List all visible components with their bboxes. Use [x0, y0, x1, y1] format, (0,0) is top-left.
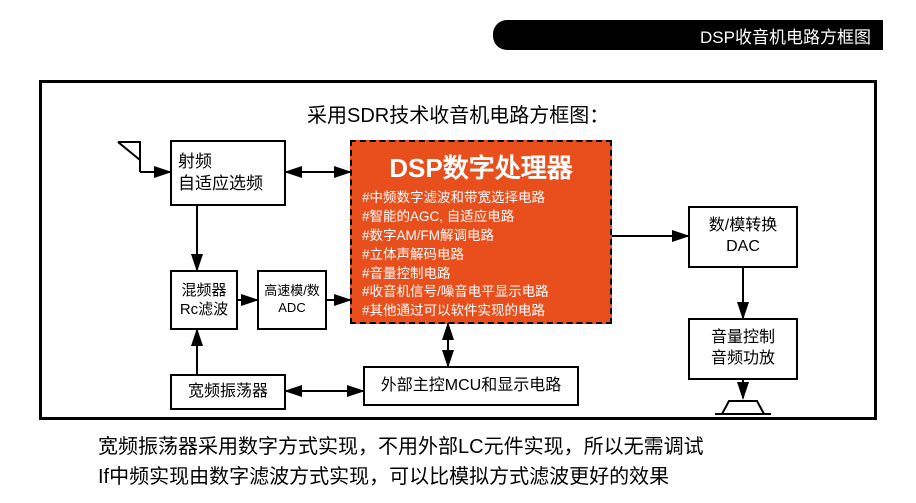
- footer-text: 宽频振荡器采用数字方式实现，不用外部LC元件实现，所以无需调试 If中频实现由数…: [98, 432, 704, 492]
- arrow-group: [140, 172, 743, 398]
- speaker-icon: [715, 401, 771, 414]
- wires-svg: [0, 0, 916, 503]
- antenna-icon: [118, 142, 140, 172]
